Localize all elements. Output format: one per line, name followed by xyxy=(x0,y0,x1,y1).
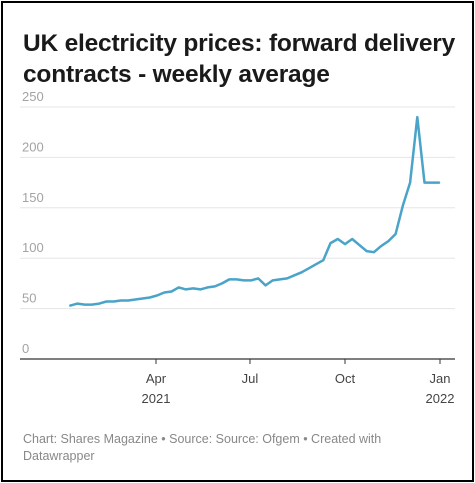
y-tick-label: 0 xyxy=(22,341,29,356)
series-line-0 xyxy=(69,115,441,307)
y-tick-label: 150 xyxy=(22,190,44,205)
y-axis-tick-labels: 0 50 100 150 200 250 xyxy=(22,89,44,356)
line-chart: 0 50 100 150 200 250 Apr 2021 Jul Oct Jan 2022 xyxy=(20,89,455,406)
x-axis-tick-labels: Apr 2021 Jul Oct Jan 2022 xyxy=(142,359,455,406)
x-tick-year-label: 2022 xyxy=(426,391,455,406)
x-tick-label: Jan xyxy=(430,371,451,386)
x-tick-year-label: 2021 xyxy=(142,391,171,406)
y-tick-label: 200 xyxy=(22,139,44,154)
x-tick-label: Jul xyxy=(242,371,259,386)
y-tick-label: 50 xyxy=(22,291,36,306)
chart-footer: Chart: Shares Magazine • Source: Source:… xyxy=(23,432,382,463)
y-tick-label: 250 xyxy=(22,89,44,104)
y-tick-label: 100 xyxy=(22,240,44,255)
chart-title: UK electricity prices: forward delivery … xyxy=(23,30,456,88)
series-layer xyxy=(69,115,441,307)
grid-layer xyxy=(20,106,455,360)
x-tick-label: Apr xyxy=(146,371,167,386)
x-tick-label: Oct xyxy=(335,371,356,386)
